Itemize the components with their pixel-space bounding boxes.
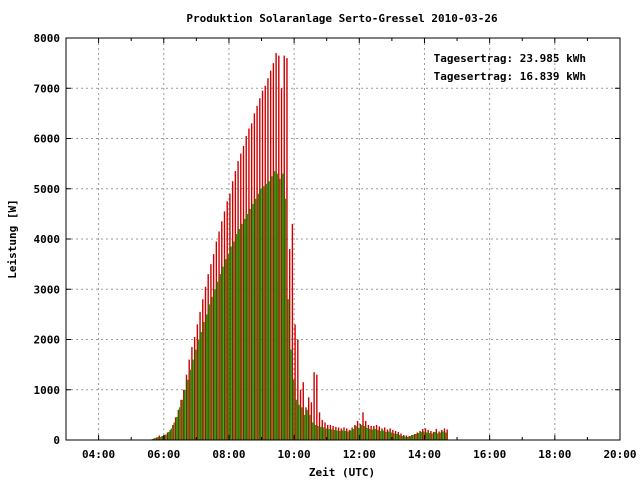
y-tick-label: 6000 xyxy=(34,133,61,146)
x-tick-label: 08:00 xyxy=(212,448,245,461)
x-tick-label: 06:00 xyxy=(147,448,180,461)
y-tick-label: 0 xyxy=(53,434,60,447)
axes: 0 1000 2000 3000 4000 5000 6000 7000 8000 04:00 06… xyxy=(34,32,637,461)
y-tick-label: 5000 xyxy=(34,183,61,196)
x-tick-label: 16:00 xyxy=(473,448,506,461)
x-tick-label: 12:00 xyxy=(343,448,376,461)
y-tick-label: 2000 xyxy=(34,334,61,347)
x-tick-label: 18:00 xyxy=(538,448,571,461)
y-tick-label: 4000 xyxy=(34,233,61,246)
x-tick-label: 14:00 xyxy=(408,448,441,461)
legend-entry-secondary: Tagesertrag: 16.839 kWh xyxy=(434,70,586,83)
y-tick-label: 3000 xyxy=(34,283,61,296)
y-tick-label: 7000 xyxy=(34,82,61,95)
grid xyxy=(66,38,620,440)
bars xyxy=(151,53,448,440)
x-axis-label: Zeit (UTC) xyxy=(309,466,375,479)
x-tick-label: 04:00 xyxy=(82,448,115,461)
x-tick-label: 20:00 xyxy=(603,448,636,461)
y-axis-label: Leistung [W] xyxy=(6,199,19,278)
legend-entry-total: Tagesertrag: 23.985 kWh xyxy=(434,52,586,65)
chart-title: Produktion Solaranlage Serto-Gressel 201… xyxy=(186,12,498,25)
y-tick-label: 8000 xyxy=(34,32,61,45)
x-tick-label: 10:00 xyxy=(278,448,311,461)
y-tick-label: 1000 xyxy=(34,384,61,397)
